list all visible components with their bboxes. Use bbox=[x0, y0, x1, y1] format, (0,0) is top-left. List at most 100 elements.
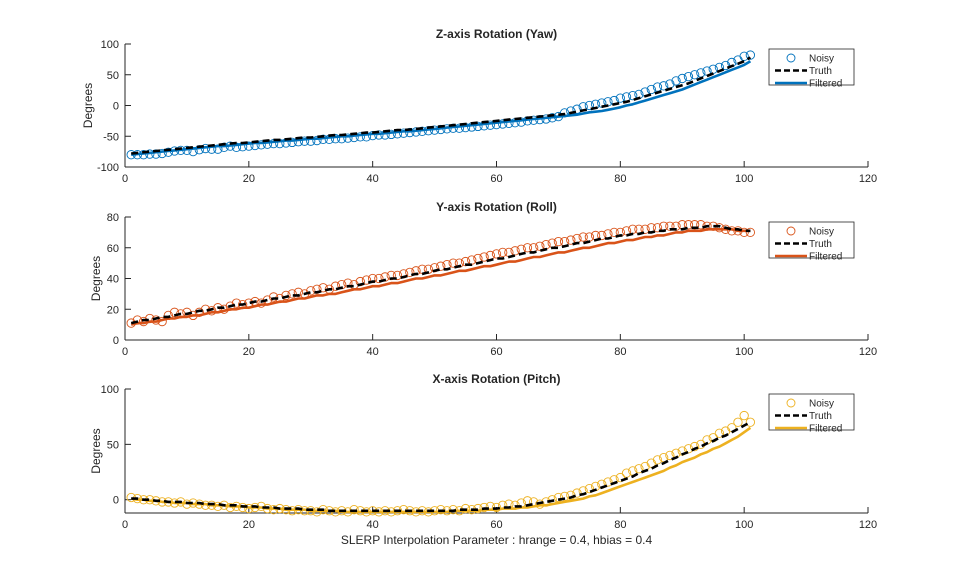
legend-marker-noisy bbox=[786, 226, 796, 236]
y-tick-label: 50 bbox=[107, 439, 119, 451]
noisy-point bbox=[312, 135, 322, 146]
noisy-point bbox=[584, 483, 595, 494]
noisy-point bbox=[510, 246, 520, 256]
y-tick-label: 100 bbox=[101, 39, 119, 51]
chart-panel-1: Z-axis Rotation (Yaw) 0 20 40 60 80 100 120 -100… bbox=[81, 27, 877, 185]
noisy-point bbox=[231, 298, 242, 308]
chart-title: Y-axis Rotation (Roll) bbox=[436, 200, 557, 214]
noisy-point bbox=[603, 477, 613, 487]
noisy-point bbox=[671, 76, 681, 86]
noisy-point bbox=[689, 70, 700, 80]
y-tick-label: 40 bbox=[107, 274, 119, 286]
noisy-point bbox=[597, 230, 607, 241]
noisy-point bbox=[287, 137, 297, 148]
noisy-point bbox=[745, 417, 756, 427]
noisy-point bbox=[498, 119, 508, 129]
noisy-point bbox=[498, 247, 508, 258]
noisy-point bbox=[268, 292, 279, 302]
x-tick-label: 120 bbox=[859, 346, 877, 358]
noisy-point bbox=[553, 236, 564, 247]
chart-title: Z-axis Rotation (Yaw) bbox=[436, 27, 557, 41]
x-tick-label: 100 bbox=[735, 173, 753, 185]
noisy-point bbox=[584, 100, 595, 111]
x-tick-label: 120 bbox=[859, 173, 877, 185]
legend-label: Filtered bbox=[809, 252, 842, 263]
x-tick-label: 60 bbox=[490, 346, 502, 358]
noisy-point bbox=[306, 286, 316, 296]
noisy-point bbox=[256, 298, 266, 308]
noisy-point bbox=[739, 51, 749, 61]
noisy-point bbox=[739, 227, 749, 238]
noisy-point bbox=[733, 417, 743, 427]
noisy-point bbox=[522, 243, 533, 253]
y-tick-label: -100 bbox=[97, 162, 119, 174]
x-tick-label: 80 bbox=[614, 346, 626, 358]
noisy-point bbox=[665, 450, 675, 461]
legend-label: Truth bbox=[809, 411, 832, 422]
y-tick-label: 50 bbox=[107, 70, 119, 82]
noisy-point bbox=[566, 235, 576, 245]
noisy-point bbox=[256, 140, 266, 150]
y-tick-label: 0 bbox=[113, 335, 119, 347]
x-tick-label: 120 bbox=[859, 519, 877, 531]
x-tick-label: 40 bbox=[367, 519, 379, 531]
x-tick-label: 0 bbox=[122, 346, 128, 358]
noisy-point bbox=[745, 50, 756, 60]
x-axis-label: SLERP Interpolation Parameter : hrange =… bbox=[341, 533, 653, 547]
noisy-point bbox=[689, 441, 700, 452]
legend-label: Truth bbox=[809, 66, 832, 77]
noisy-point bbox=[287, 289, 297, 299]
noisy-point bbox=[448, 258, 458, 268]
y-tick-label: 20 bbox=[107, 304, 119, 316]
truth-line bbox=[131, 421, 752, 513]
y-tick-label: 60 bbox=[107, 243, 119, 255]
legend-label: Filtered bbox=[809, 79, 842, 90]
noisy-point bbox=[677, 73, 687, 84]
legend-label: Truth bbox=[809, 239, 832, 250]
legend-marker-noisy bbox=[786, 398, 796, 408]
x-tick-label: 40 bbox=[367, 346, 379, 358]
x-tick-label: 0 bbox=[122, 519, 128, 531]
noisy-point bbox=[405, 267, 415, 277]
legend-label: Noisy bbox=[809, 227, 834, 238]
noisy-point bbox=[355, 132, 365, 142]
noisy-point bbox=[634, 464, 644, 474]
truth-line bbox=[130, 224, 751, 325]
x-tick-label: 20 bbox=[243, 346, 255, 358]
noisy-point bbox=[739, 410, 749, 421]
y-tick-label: 80 bbox=[107, 212, 119, 224]
x-tick-label: 60 bbox=[490, 519, 502, 531]
truth-line bbox=[131, 56, 752, 155]
noisy-point bbox=[714, 428, 725, 438]
noisy-point bbox=[615, 93, 625, 103]
filtered-line bbox=[131, 60, 752, 156]
noisy-point bbox=[652, 223, 663, 233]
x-tick-label: 20 bbox=[243, 173, 255, 185]
noisy-point bbox=[491, 249, 502, 259]
noisy-point bbox=[157, 148, 167, 159]
noisy-point bbox=[615, 472, 625, 483]
noisy-point bbox=[330, 134, 341, 144]
noisy-point bbox=[646, 84, 656, 95]
noisy-point bbox=[578, 232, 588, 242]
plot-area bbox=[125, 389, 868, 513]
noisy-point bbox=[386, 129, 396, 140]
y-axis-label: Degrees bbox=[89, 256, 103, 301]
chart-panel-2: Y-axis Rotation (Roll) 0 20 40 60 80 100 120 0 20… bbox=[89, 200, 877, 358]
noisy-point bbox=[535, 241, 545, 251]
y-tick-label: 100 bbox=[101, 384, 119, 396]
noisy-point bbox=[683, 71, 694, 82]
y-tick-label: 0 bbox=[113, 495, 119, 507]
noisy-point bbox=[628, 91, 638, 101]
noisy-point bbox=[361, 275, 372, 285]
legend-box bbox=[768, 48, 855, 86]
noisy-point bbox=[491, 502, 502, 513]
noisy-point bbox=[343, 133, 353, 143]
y-tick-label: -50 bbox=[103, 131, 119, 143]
y-axis-label: Degrees bbox=[81, 83, 95, 128]
y-tick-label: 0 bbox=[113, 101, 119, 113]
plot-area bbox=[125, 217, 868, 340]
